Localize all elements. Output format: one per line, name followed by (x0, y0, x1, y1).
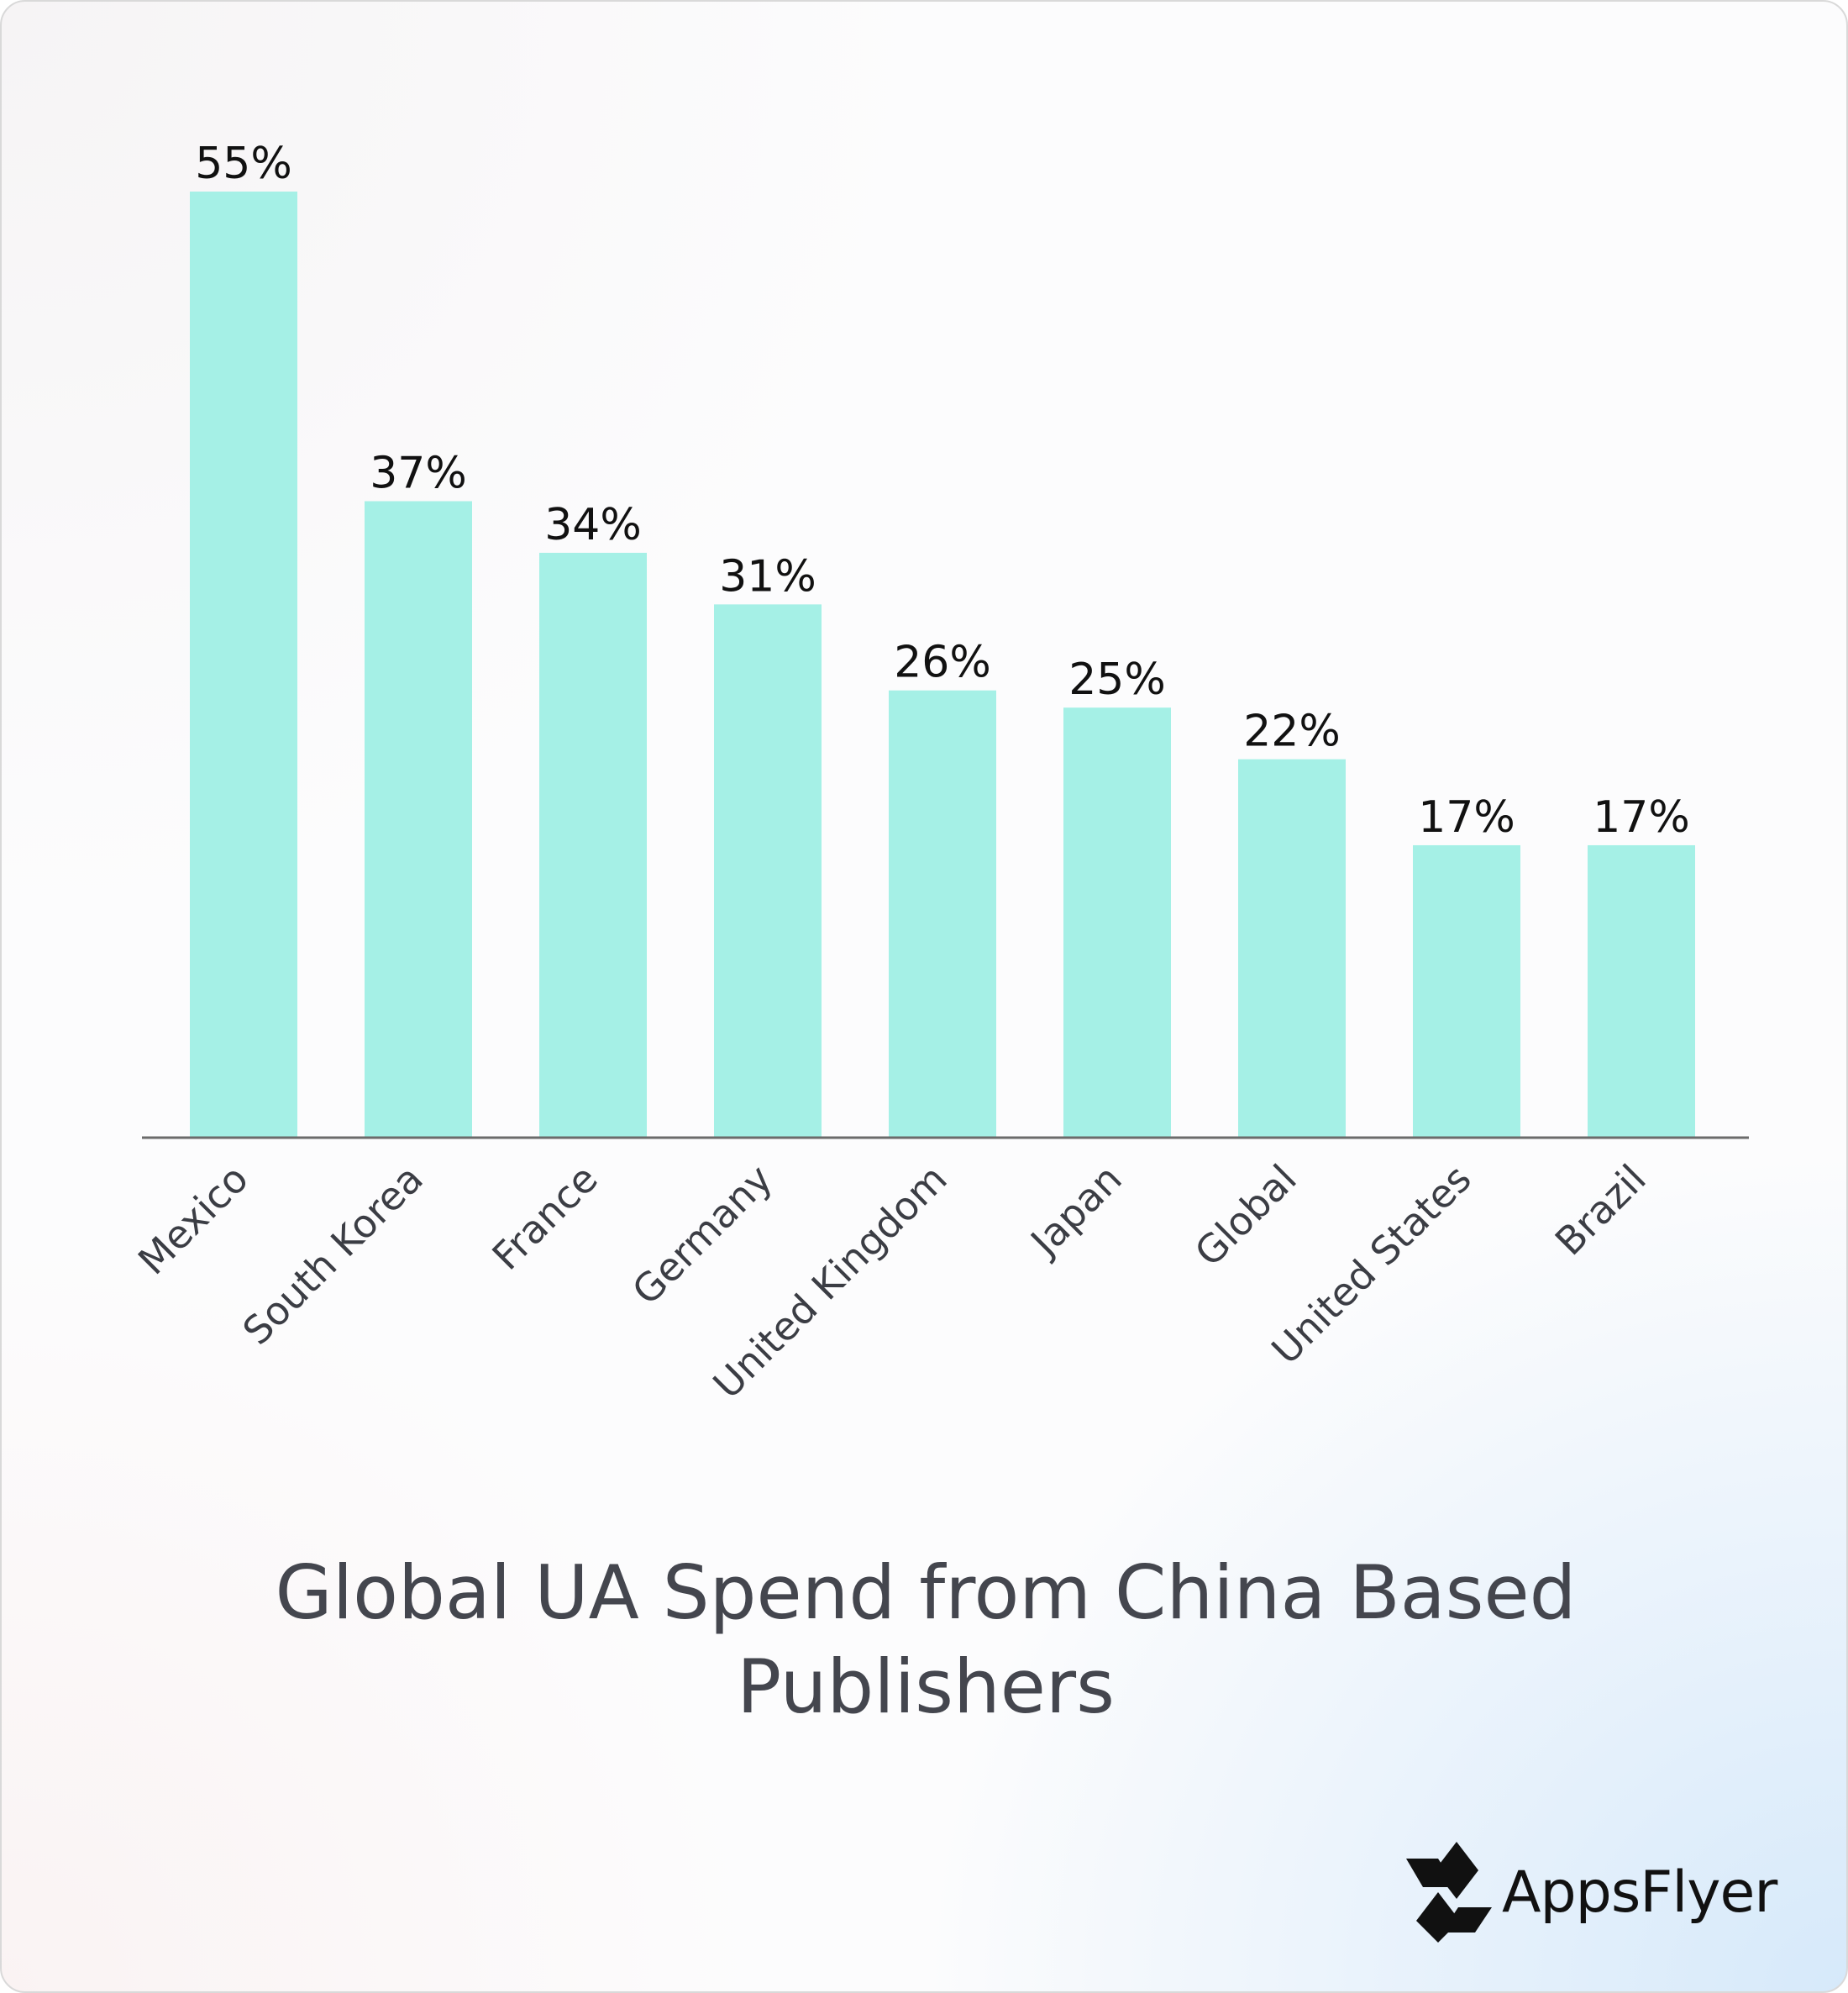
bar-brazil (1588, 844, 1695, 1138)
value-label-mexico: 55% (195, 139, 292, 189)
bar-japan (1063, 707, 1171, 1138)
bar-chart: 55% 37% 34% 31% 26% 25% 22% 17% 17% MexicoSouth … (129, 139, 1749, 1407)
tick-label-france: France (483, 1156, 606, 1279)
bar-global (1238, 759, 1346, 1138)
bar-united-kingdom (889, 690, 996, 1138)
tick-label-brazil: Brazil (1546, 1156, 1655, 1265)
appsflyer-logo-text: AppsFlyer (1502, 1859, 1777, 1926)
bar-germany (714, 604, 822, 1138)
tick-label-global: Global (1186, 1156, 1305, 1275)
value-label-south-korea: 37% (370, 449, 467, 499)
value-label-united-states: 17% (1418, 792, 1515, 843)
appsflyer-logo: AppsFlyer (1404, 1838, 1777, 1947)
tick-label-mexico: Mexico (129, 1156, 257, 1284)
chart-title: Global UA Spend from China Based Publish… (275, 1549, 1577, 1730)
value-label-brazil: 17% (1593, 792, 1690, 843)
bar-united-states (1413, 844, 1520, 1138)
bar-france (539, 552, 647, 1138)
tick-label-south-korea: South Korea (234, 1156, 432, 1354)
tick-label-germany: Germany (623, 1156, 781, 1314)
value-label-france: 34% (544, 500, 642, 550)
bar-mexico (190, 192, 297, 1138)
appsflyer-logo-icon (1406, 1842, 1492, 1943)
value-label-japan: 25% (1068, 655, 1166, 705)
value-label-global: 22% (1243, 707, 1341, 757)
tick-label-japan: Japan (1021, 1156, 1131, 1266)
bars-group (190, 192, 1695, 1138)
bar-south-korea (365, 501, 472, 1138)
value-label-united-kingdom: 26% (894, 638, 991, 688)
value-label-germany: 31% (719, 551, 816, 602)
value-labels-group: 55% 37% 34% 31% 26% 25% 22% 17% 17% (195, 139, 1690, 843)
